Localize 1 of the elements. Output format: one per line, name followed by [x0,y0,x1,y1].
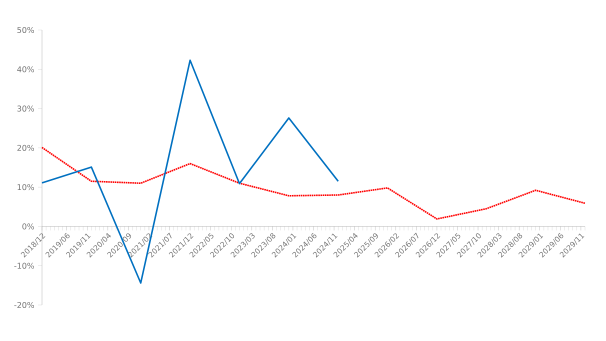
line-series [41,146,586,220]
